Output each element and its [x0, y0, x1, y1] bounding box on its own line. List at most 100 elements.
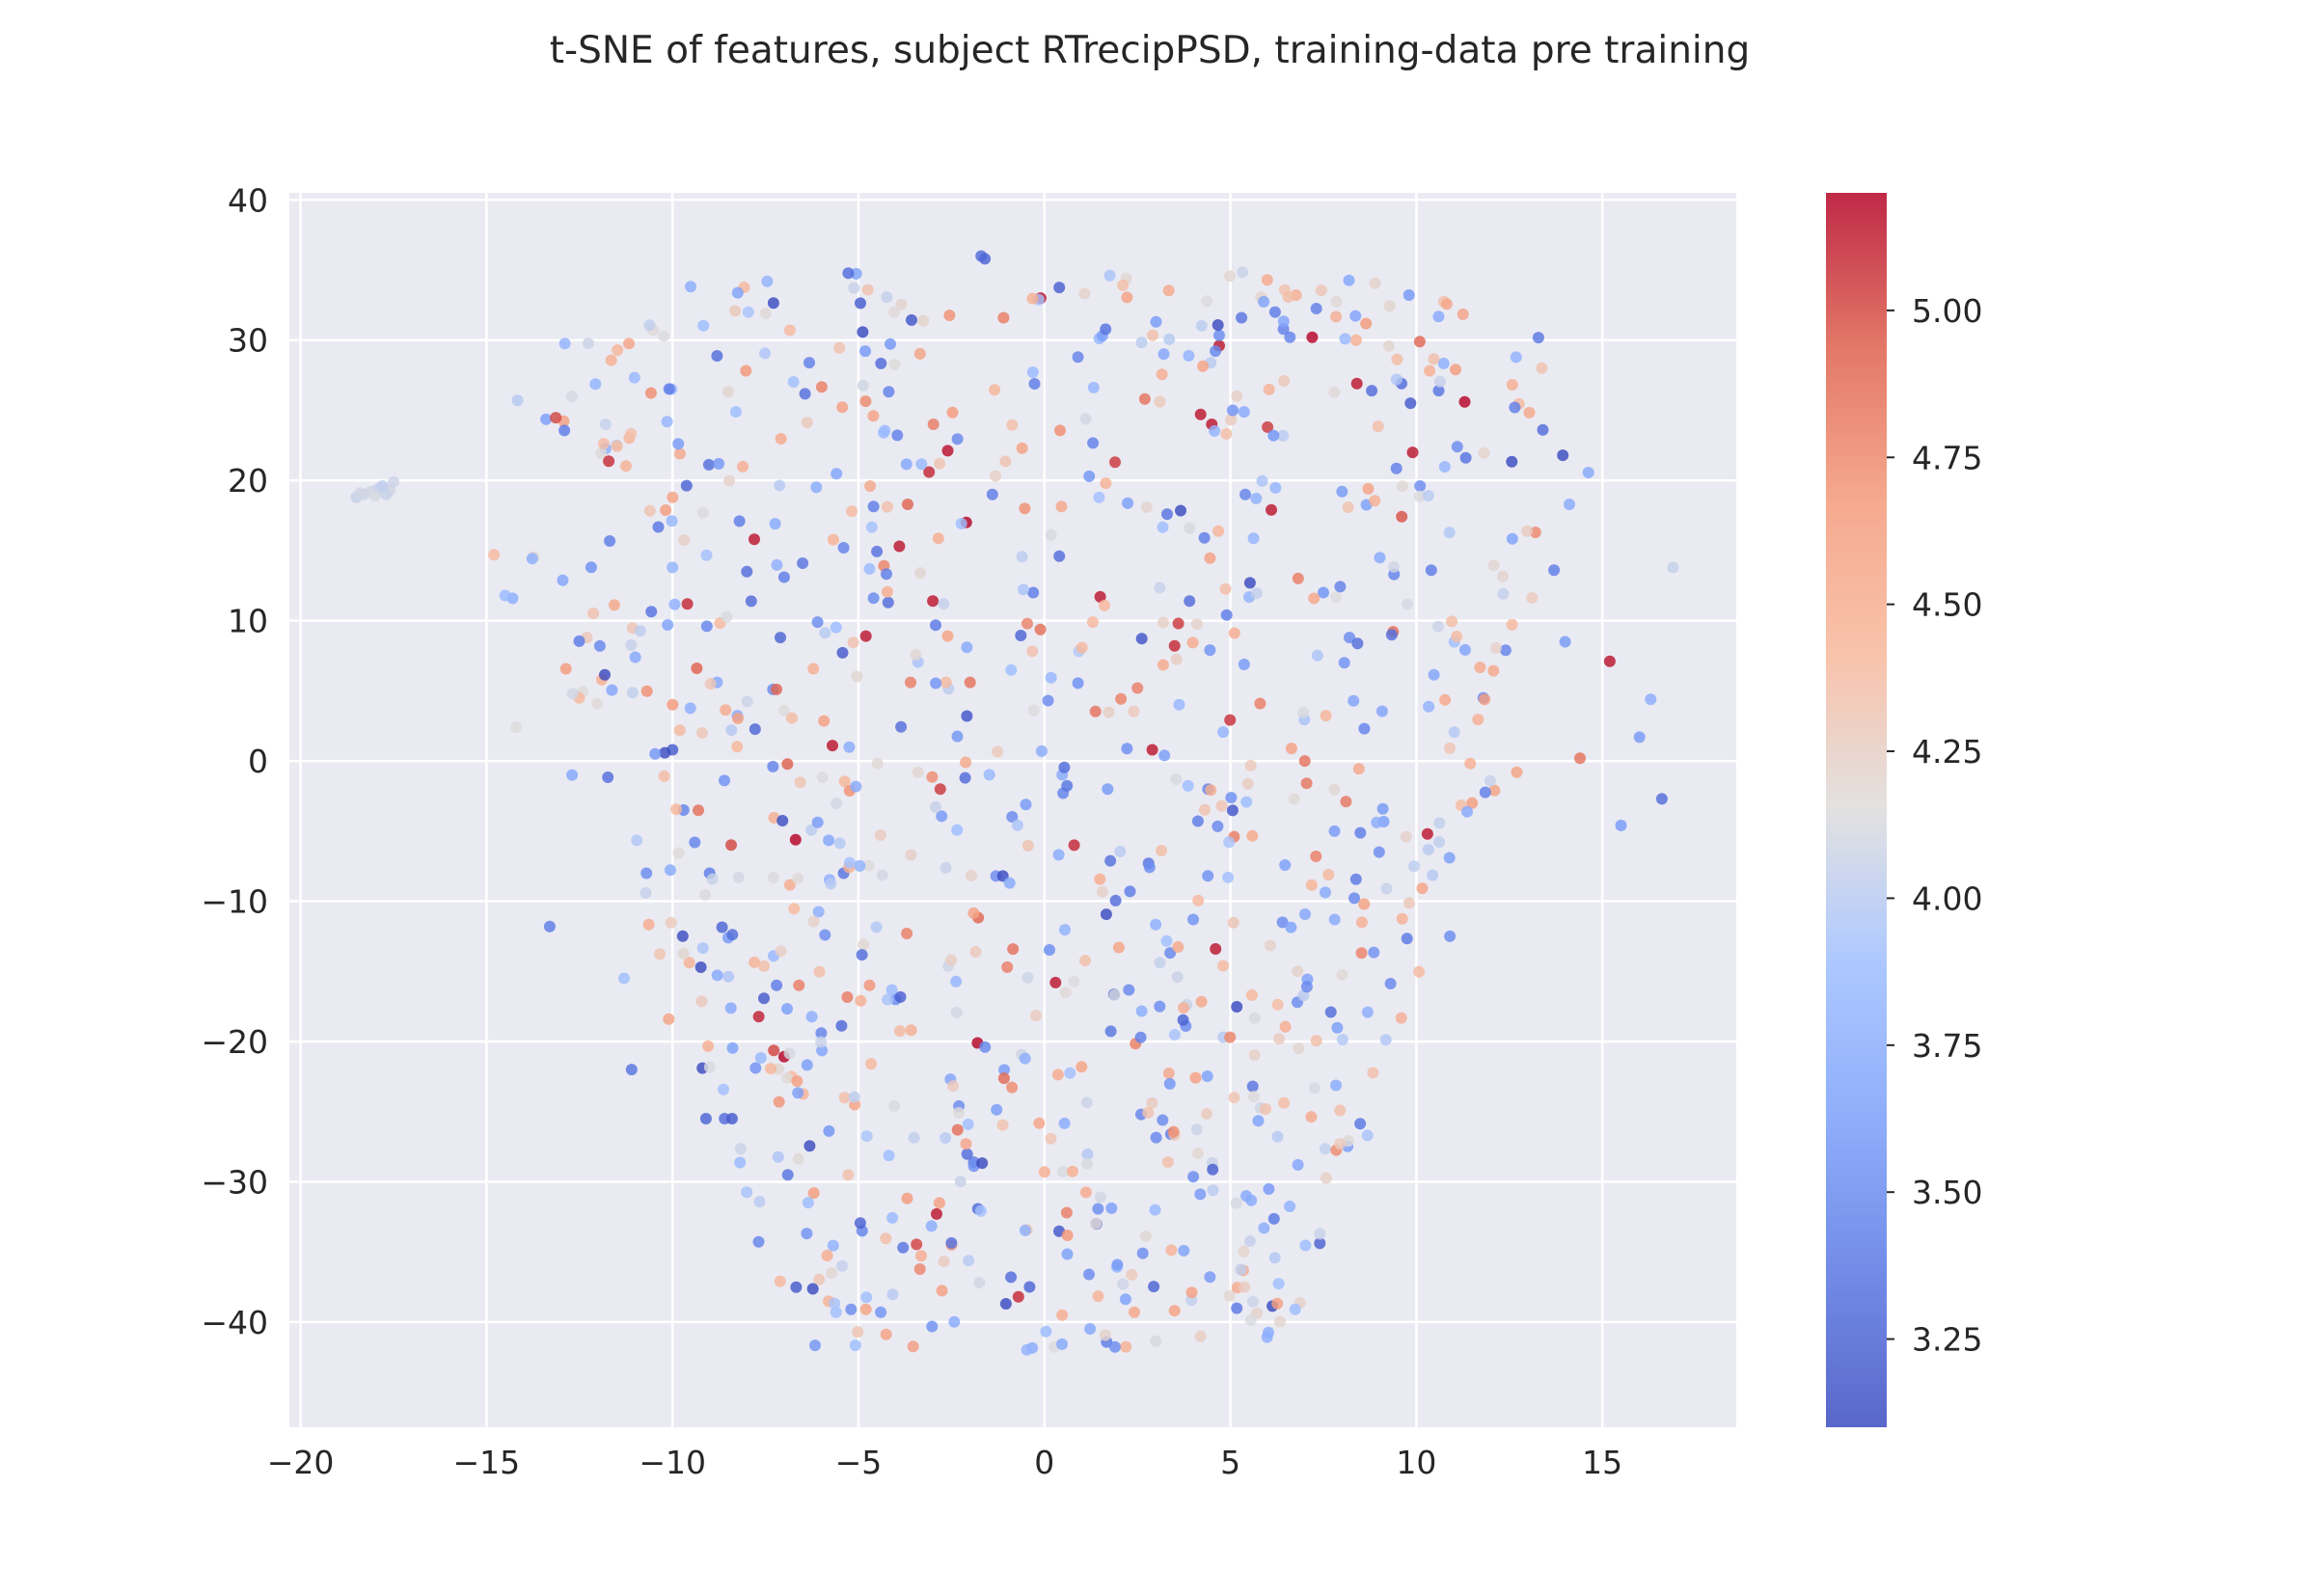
data-point	[1021, 1343, 1033, 1356]
data-point	[1328, 913, 1341, 926]
data-point	[1189, 1071, 1202, 1084]
data-point	[1263, 1183, 1275, 1195]
data-point	[741, 1186, 753, 1199]
data-point	[1268, 306, 1281, 318]
data-point	[749, 1062, 762, 1074]
data-point	[1102, 783, 1114, 796]
data-point	[806, 1283, 819, 1295]
data-point	[858, 938, 870, 951]
data-point	[1285, 921, 1297, 933]
data-point	[837, 542, 850, 554]
y-tick-label: 30	[228, 322, 268, 360]
data-point	[1244, 1314, 1257, 1326]
data-point	[1349, 873, 1362, 885]
data-point	[1422, 844, 1434, 855]
data-point	[819, 627, 831, 639]
data-point	[388, 475, 399, 488]
data-point	[1260, 1103, 1271, 1115]
data-point	[699, 1113, 712, 1124]
data-point	[1220, 427, 1233, 440]
data-point	[827, 533, 839, 546]
data-point	[1300, 777, 1313, 790]
data-point	[1162, 1068, 1175, 1079]
data-point	[557, 574, 569, 586]
data-point	[964, 676, 976, 689]
data-point	[1201, 1107, 1212, 1120]
data-point	[991, 1103, 1003, 1116]
data-point	[1261, 274, 1273, 286]
data-point	[912, 766, 924, 778]
data-point	[1506, 455, 1518, 468]
data-point	[1191, 1147, 1204, 1159]
data-point	[558, 338, 571, 350]
data-point	[792, 1087, 804, 1099]
data-point	[700, 549, 713, 561]
data-point	[925, 1220, 938, 1232]
colorbar-tick-label: 3.50	[1912, 1174, 1982, 1211]
data-point	[1104, 854, 1117, 867]
data-point	[979, 253, 992, 265]
data-point	[910, 649, 922, 661]
data-point	[1084, 1323, 1097, 1335]
data-point	[1354, 1118, 1367, 1130]
data-point	[1479, 693, 1491, 706]
data-point	[729, 406, 742, 418]
data-point	[1328, 783, 1341, 796]
data-point	[1076, 641, 1088, 654]
data-point	[1089, 705, 1102, 717]
data-point	[1506, 379, 1518, 391]
data-point	[1100, 323, 1112, 336]
data-point	[1521, 525, 1534, 537]
data-point	[1284, 331, 1296, 343]
data-point	[759, 307, 772, 319]
data-point	[1440, 298, 1453, 311]
data-point	[1134, 1031, 1147, 1043]
y-tick-label: −40	[201, 1304, 268, 1341]
data-point	[1328, 825, 1341, 837]
data-point	[761, 275, 774, 287]
data-point	[1154, 582, 1166, 594]
data-point	[1245, 1194, 1258, 1206]
data-point	[1349, 334, 1362, 346]
data-point	[893, 1025, 906, 1038]
data-point	[1603, 655, 1616, 667]
data-point	[1183, 349, 1195, 362]
data-point	[1645, 693, 1657, 706]
data-point	[1497, 587, 1510, 600]
data-point	[813, 965, 826, 978]
data-point	[1117, 1278, 1130, 1290]
data-point	[658, 770, 670, 782]
data-point	[843, 856, 856, 869]
data-point	[846, 505, 858, 518]
data-point	[725, 1113, 738, 1124]
data-point	[526, 553, 538, 565]
data-point	[1271, 998, 1284, 1011]
data-point	[951, 433, 964, 446]
data-point	[1432, 385, 1445, 397]
data-point	[593, 639, 606, 652]
data-point	[1195, 995, 1208, 1008]
data-point	[776, 815, 789, 826]
data-point	[684, 702, 696, 715]
data-point	[1217, 726, 1230, 739]
data-point	[946, 406, 959, 419]
data-point	[967, 906, 980, 919]
data-point	[854, 859, 866, 872]
data-point	[1109, 894, 1122, 906]
data-point	[803, 1140, 816, 1152]
data-point	[969, 945, 982, 958]
data-point	[1140, 1231, 1152, 1242]
data-point	[1227, 916, 1239, 929]
data-point	[901, 928, 913, 939]
data-point	[685, 281, 696, 293]
data-point	[625, 638, 638, 651]
data-point	[1285, 743, 1297, 755]
data-point	[1171, 971, 1184, 984]
data-point	[1154, 957, 1166, 969]
data-point	[1198, 531, 1211, 544]
data-point	[1190, 618, 1203, 631]
data-point	[1438, 461, 1451, 473]
data-point	[694, 961, 707, 973]
data-point	[859, 630, 872, 642]
data-point	[1158, 749, 1171, 762]
